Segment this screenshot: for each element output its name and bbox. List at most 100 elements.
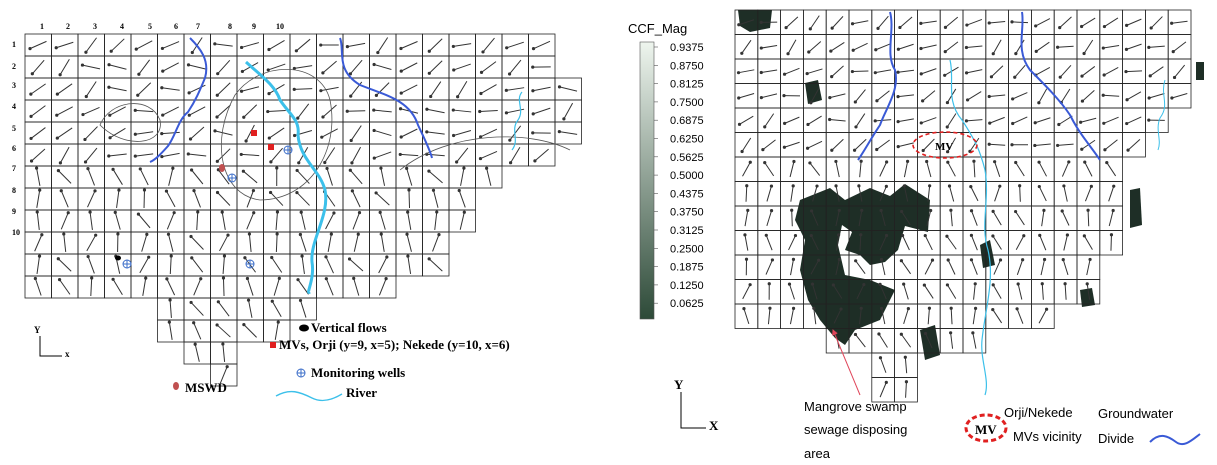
flow-arrow	[835, 210, 840, 227]
flow-arrow	[854, 89, 866, 103]
flow-arrow-tail	[875, 147, 879, 152]
flow-arrow-tail	[504, 111, 509, 115]
head-contour	[399, 136, 571, 171]
flow-arrow	[271, 300, 282, 318]
flow-arrow-tail	[973, 306, 978, 310]
flow-arrow-tail	[879, 306, 884, 311]
grid-cell	[1031, 303, 1055, 329]
flow-arrow-tail	[834, 159, 838, 164]
flow-arrow	[434, 212, 438, 230]
flow-arrow-tail	[531, 47, 536, 51]
flow-arrow-tail	[111, 167, 115, 171]
flow-arrow	[1011, 21, 1029, 24]
flow-arrow-tail	[406, 254, 410, 258]
flow-arrow-tail	[809, 233, 813, 238]
flow-arrow-tail	[759, 96, 764, 100]
flow-arrow-tail	[425, 107, 429, 111]
flow-arrow-tail	[991, 209, 995, 213]
flow-arrow	[766, 210, 773, 227]
flow-arrow-tail	[30, 72, 34, 76]
flow-arrow	[1035, 41, 1050, 52]
swamp-patch	[1130, 188, 1142, 228]
flow-arrow-tail	[927, 306, 932, 310]
flow-arrow	[970, 186, 979, 202]
flow-arrow	[1150, 16, 1163, 29]
flow-arrow	[426, 108, 445, 114]
legend-mangrove-line2: sewage disposing	[804, 422, 907, 437]
left-axis-glyph: Y x	[34, 325, 70, 359]
flow-arrow	[135, 109, 154, 113]
flow-arrow-tail	[1149, 26, 1153, 30]
flow-arrow	[992, 284, 1002, 299]
flow-arrow	[481, 61, 497, 73]
colorbar-tick-label: 0.4375	[670, 188, 704, 200]
flow-arrow	[169, 299, 172, 319]
flow-arrow	[901, 260, 911, 275]
flow-arrow	[739, 115, 754, 125]
flow-arrow	[1127, 139, 1141, 151]
flow-arrow	[139, 256, 150, 274]
flow-arrow-tail	[900, 209, 904, 214]
flow-arrow	[486, 168, 492, 186]
flow-arrow-tail	[348, 72, 352, 76]
flow-arrow	[243, 104, 258, 118]
flow-arrow-tail	[357, 211, 362, 215]
flow-arrow-tail	[137, 72, 141, 76]
flow-arrow	[36, 168, 41, 186]
flow-arrow-tail	[929, 208, 933, 213]
flow-arrow	[809, 162, 821, 176]
flow-arrow-tail	[828, 96, 832, 100]
flow-arrow	[858, 210, 863, 227]
flow-arrow	[188, 84, 206, 94]
flow-arrow-tail	[193, 342, 197, 346]
swamp-patch	[1196, 62, 1204, 80]
flow-arrow	[300, 300, 307, 318]
flow-arrow	[216, 104, 231, 118]
flow-arrow	[400, 153, 419, 157]
flow-arrow	[947, 137, 957, 152]
column-label: 5	[148, 22, 152, 31]
flow-arrow	[1040, 259, 1046, 276]
grid-cell	[1099, 230, 1124, 256]
flow-arrow-tail	[1037, 160, 1041, 164]
flow-arrow	[950, 210, 953, 227]
flow-arrow	[744, 210, 749, 227]
grid-cell	[554, 121, 582, 145]
flow-arrow-tail	[166, 232, 171, 236]
flow-arrow-tail	[142, 188, 147, 192]
flow-arrow-tail	[809, 101, 813, 105]
flow-arrow-tail	[740, 51, 744, 55]
flow-arrow-tail	[33, 276, 37, 281]
flow-arrow-tail	[323, 160, 327, 165]
flow-arrow	[903, 308, 909, 325]
flow-arrow-tail	[189, 300, 193, 305]
flow-arrow-tail	[736, 71, 741, 75]
flow-arrow	[30, 105, 46, 117]
flow-arrow	[876, 90, 890, 102]
flow-arrow	[812, 283, 818, 300]
flow-arrow	[852, 42, 868, 51]
flow-arrow	[852, 70, 869, 73]
river-legend-icon	[275, 390, 343, 402]
flow-arrow	[969, 137, 980, 152]
flow-arrow-tail	[1021, 258, 1025, 262]
flow-arrow-tail	[399, 135, 403, 139]
colorbar-tick-label: 0.0625	[670, 298, 704, 310]
colorbar-tick-label: 0.9375	[670, 42, 704, 54]
flow-arrow-tail	[1034, 24, 1038, 28]
flow-arrow	[1106, 162, 1117, 177]
axis-y-label: Y	[34, 325, 41, 335]
flow-arrow	[274, 322, 279, 340]
flow-arrow	[162, 41, 180, 49]
flow-arrow-tail	[782, 145, 787, 149]
flow-arrow	[989, 94, 1006, 98]
flow-arrow	[352, 212, 360, 230]
flow-arrow-tail	[930, 258, 935, 262]
flow-arrow-tail	[164, 189, 169, 193]
flow-arrow-tail	[295, 190, 299, 195]
flow-arrow	[1084, 161, 1093, 177]
flow-arrow-tail	[943, 25, 948, 29]
flow-arrow	[967, 91, 982, 101]
flow-arrow	[380, 168, 386, 186]
flow-arrow	[1064, 283, 1067, 300]
